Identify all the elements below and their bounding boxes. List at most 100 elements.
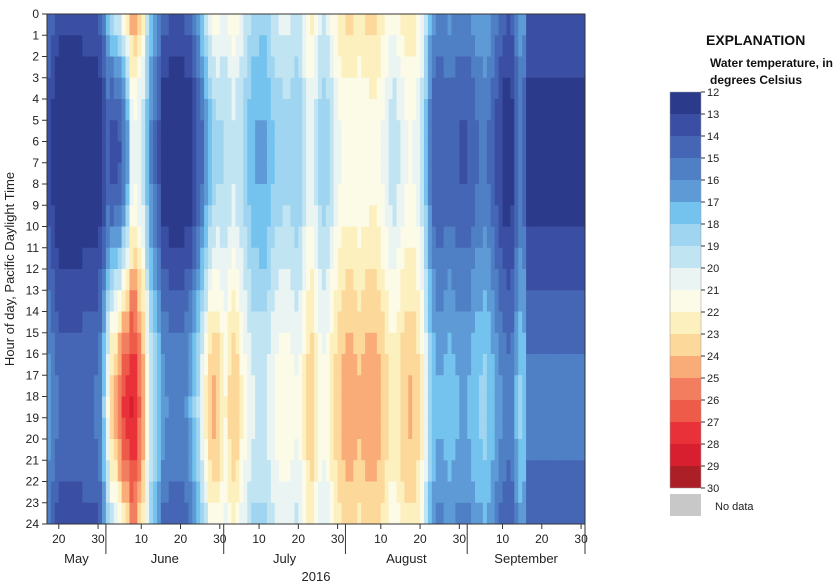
heatmap-cell (47, 141, 52, 164)
heatmap-cell (270, 14, 276, 36)
heatmap-cell (294, 35, 299, 57)
heatmap-cell (176, 396, 181, 419)
heatmap-cell (282, 375, 287, 397)
heatmap-cell (463, 375, 468, 397)
heatmap-cell (86, 205, 91, 227)
heatmap-cell (286, 77, 291, 100)
heatmap-cell (545, 375, 551, 397)
heatmap-cell (404, 226, 409, 249)
heatmap-cell (290, 120, 295, 142)
heatmap-cell (145, 77, 150, 100)
heatmap-cell (310, 14, 315, 36)
heatmap-cell (125, 162, 130, 185)
heatmap-cell (329, 375, 335, 397)
heatmap-cell (156, 417, 162, 440)
heatmap-cell (463, 439, 468, 461)
heatmap-cell (153, 56, 158, 79)
heatmap-cell (455, 332, 460, 355)
heatmap-cell (506, 56, 511, 79)
heatmap-cell (420, 354, 425, 376)
heatmap-cell (298, 290, 303, 312)
heatmap-cell (408, 502, 413, 525)
heatmap-cell (196, 354, 201, 376)
heatmap-cell (314, 77, 319, 100)
heatmap-cell (478, 120, 484, 142)
heatmap-cell (208, 460, 213, 482)
heatmap-cell (58, 481, 64, 504)
heatmap-cell (235, 481, 240, 504)
heatmap-cell (78, 269, 83, 291)
heatmap-cell (219, 162, 225, 185)
heatmap-cell (94, 311, 99, 334)
heatmap-cell (145, 290, 150, 312)
heatmap-cell (278, 502, 284, 525)
heatmap-cell (184, 56, 189, 79)
heatmap-cell (518, 120, 523, 142)
heatmap-cell (427, 77, 433, 100)
heatmap-cell (208, 35, 213, 57)
heatmap-cell (121, 141, 126, 164)
heatmap-cell (467, 247, 472, 270)
heatmap-cell (82, 269, 87, 291)
heatmap-cell (518, 35, 523, 57)
heatmap-cell (510, 162, 515, 185)
heatmap-cell (459, 460, 464, 482)
heatmap-cell (455, 141, 460, 164)
heatmap-cell (129, 417, 134, 440)
heatmap-cell (577, 99, 582, 121)
heatmap-cell (478, 375, 484, 397)
heatmap-cell (345, 481, 350, 504)
heatmap-cell (321, 290, 327, 312)
heatmap-cell (537, 502, 543, 525)
heatmap-cell (321, 354, 327, 376)
heatmap-cell (435, 290, 441, 312)
heatmap-cell (435, 354, 441, 376)
heatmap-cell (251, 35, 256, 57)
heatmap-cell (223, 311, 229, 334)
heatmap-cell (153, 120, 158, 142)
heatmap-cell (545, 77, 551, 100)
heatmap-cell (176, 247, 181, 270)
heatmap-cell (443, 354, 448, 376)
heatmap-cell (255, 354, 260, 376)
heatmap-cell (325, 439, 331, 461)
heatmap-cell (317, 141, 323, 164)
heatmap-cell (510, 226, 515, 249)
heatmap-cell (298, 205, 303, 227)
heatmap-cell (522, 99, 527, 121)
heatmap-cell (349, 460, 354, 482)
heatmap-cell (188, 375, 193, 397)
heatmap-cell (475, 120, 480, 142)
heatmap-cell (231, 141, 236, 164)
heatmap-cell (561, 332, 566, 355)
heatmap-cell (518, 99, 523, 121)
y-tick-label: 3 (32, 71, 39, 85)
heatmap-cell (121, 77, 126, 100)
heatmap-cell (372, 162, 378, 185)
heatmap-cell (251, 481, 256, 504)
heatmap-cell (74, 184, 79, 206)
heatmap-cell (251, 226, 256, 249)
heatmap-cell (94, 290, 99, 312)
heatmap-cell (502, 502, 507, 525)
heatmap-cell (262, 226, 268, 249)
heatmap-cell (337, 311, 342, 334)
heatmap-cell (486, 439, 492, 461)
heatmap-cell (502, 311, 507, 334)
heatmap-cell (577, 162, 582, 185)
heatmap-cell (251, 502, 256, 525)
heatmap-cell (431, 14, 437, 36)
heatmap-cell (486, 120, 492, 142)
heatmap-cell (557, 311, 562, 334)
heatmap-cell (54, 99, 60, 121)
heatmap-cell (86, 396, 91, 419)
heatmap-cell (329, 332, 335, 355)
heatmap-cell (498, 417, 503, 440)
heatmap-cell (105, 481, 111, 504)
heatmap-cell (357, 120, 362, 142)
heatmap-cell (557, 502, 562, 525)
heatmap-cell (427, 35, 433, 57)
heatmap-cell (113, 226, 119, 249)
y-tick-label: 1 (32, 28, 39, 42)
heatmap-cell (530, 205, 535, 227)
